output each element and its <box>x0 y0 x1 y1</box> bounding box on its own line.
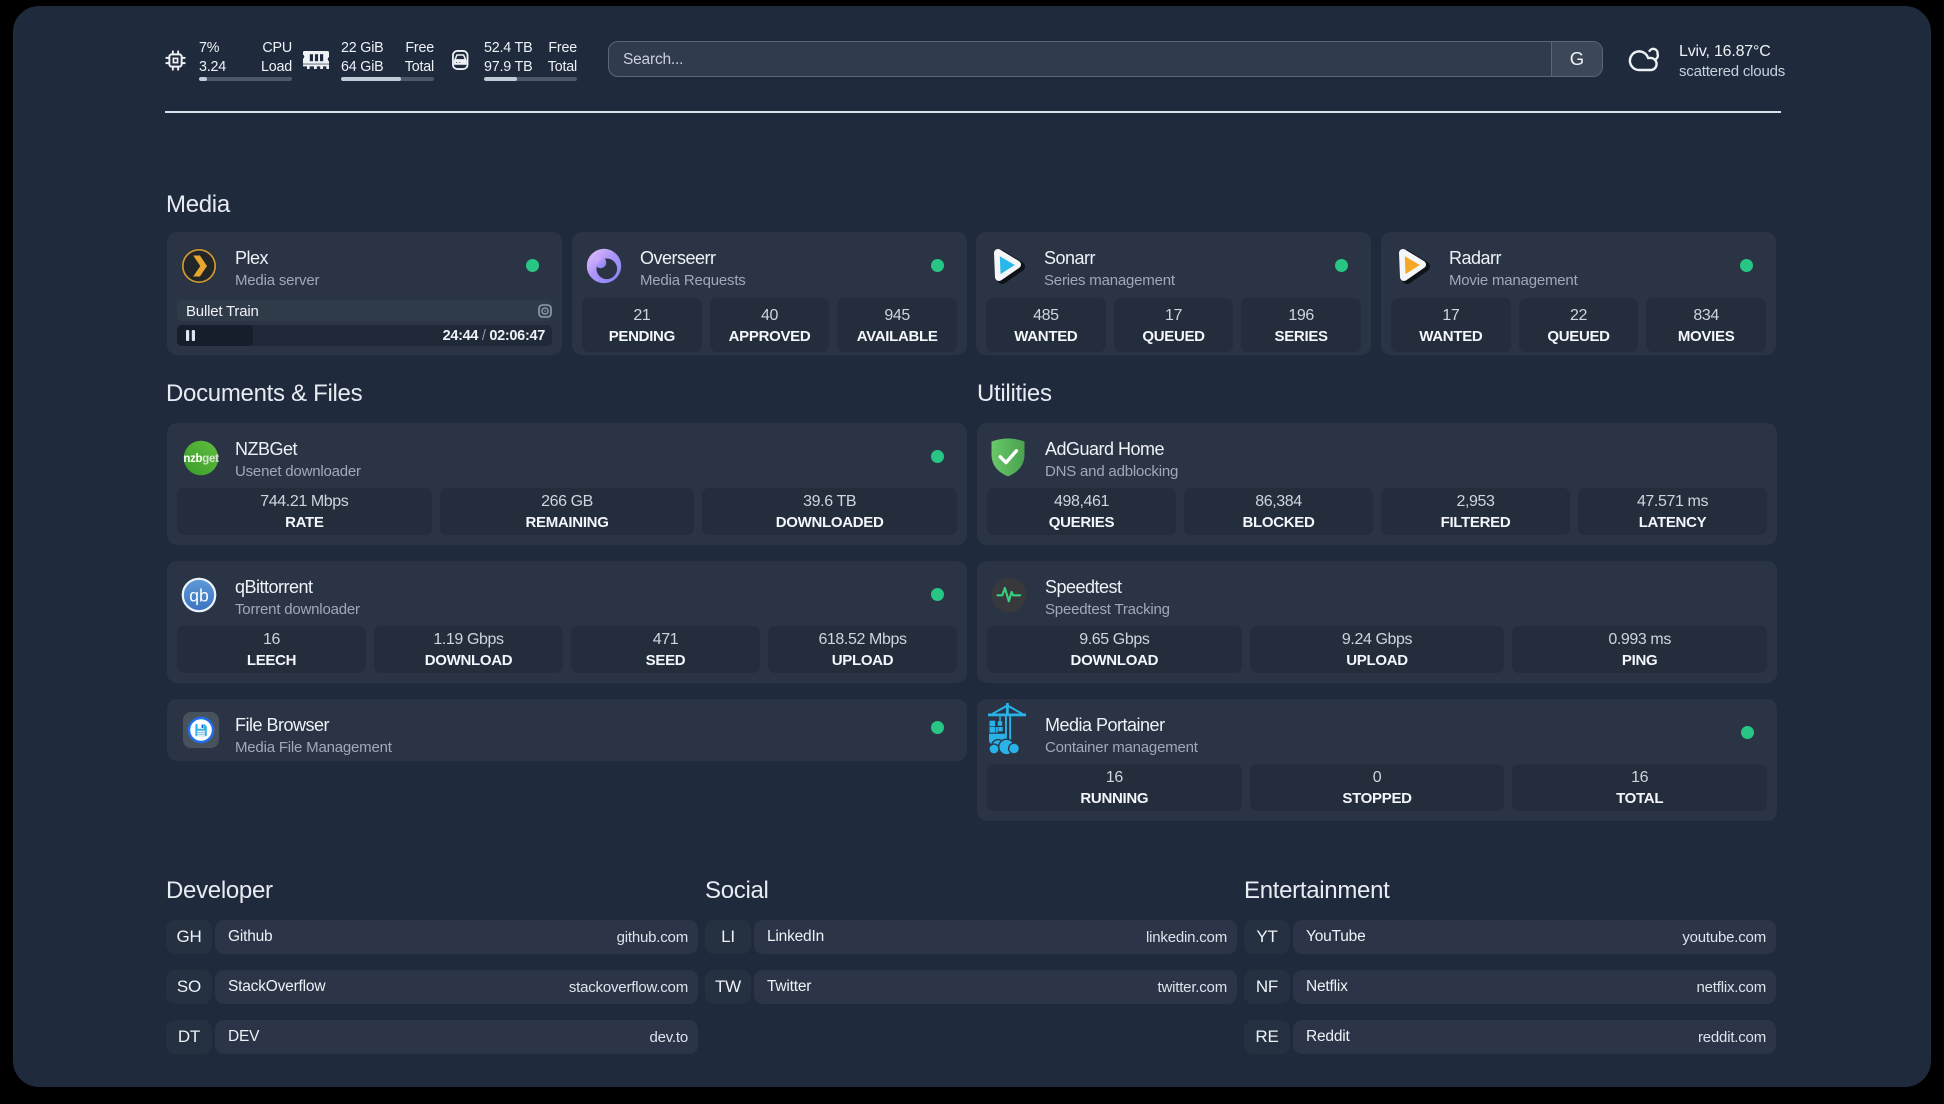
svg-text:nzbget: nzbget <box>183 453 219 465</box>
svg-text:qb: qb <box>189 586 208 606</box>
